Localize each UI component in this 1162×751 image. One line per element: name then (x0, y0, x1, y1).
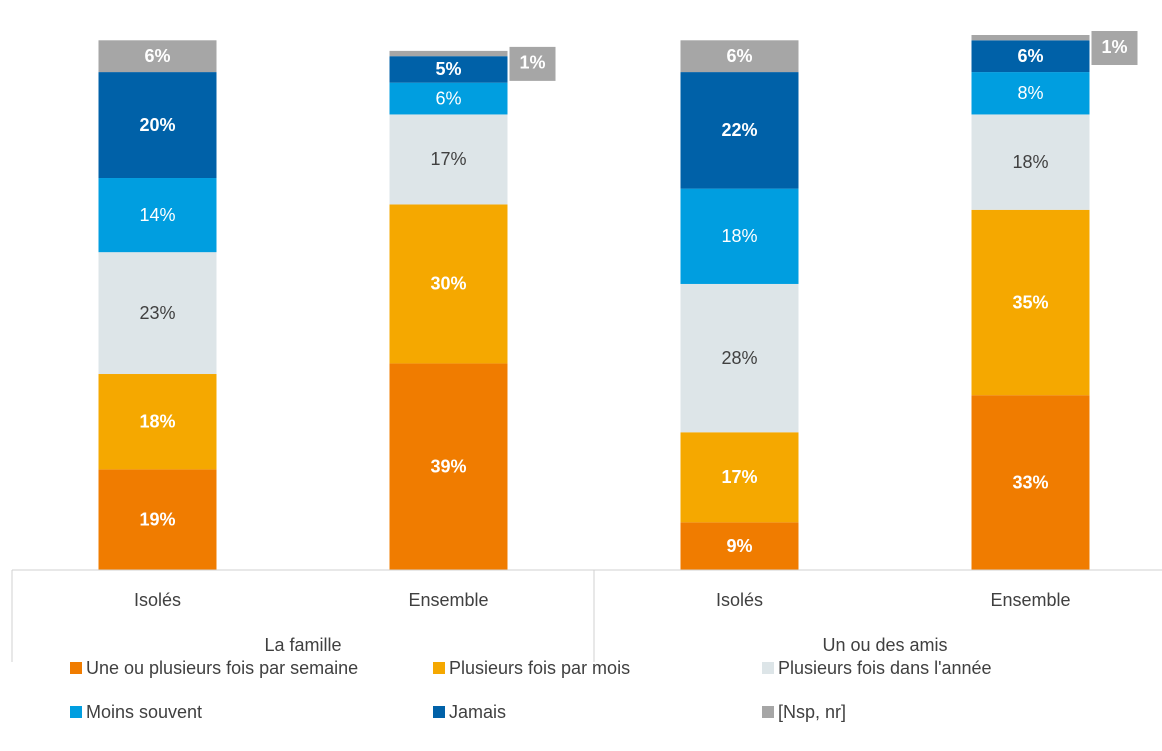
data-label: 8% (1017, 83, 1043, 103)
data-label: 20% (139, 115, 175, 135)
bar-segment (98, 469, 217, 570)
bar-segment (680, 522, 799, 570)
data-label: 6% (1017, 46, 1043, 66)
data-label: 22% (721, 120, 757, 140)
data-label: 19% (139, 509, 175, 529)
data-label: 18% (1012, 152, 1048, 172)
bar-segment (971, 209, 1090, 396)
x-tick-label: Isolés (716, 590, 763, 610)
data-label: 14% (139, 205, 175, 225)
data-label: 28% (721, 348, 757, 368)
data-label: 39% (430, 456, 466, 476)
legend-label: Plusieurs fois par mois (449, 658, 630, 678)
legend-swatch (762, 662, 774, 674)
legend-swatch (70, 706, 82, 718)
x-tick-label: Ensemble (408, 590, 488, 610)
legend-label: [Nsp, nr] (778, 702, 846, 722)
bar-segment (680, 188, 799, 284)
legend-swatch (433, 662, 445, 674)
x-tick-label: Ensemble (990, 590, 1070, 610)
bar-segment (971, 395, 1090, 570)
legend-label: Moins souvent (86, 702, 202, 722)
bar-segment (389, 50, 508, 57)
bar-segment (680, 432, 799, 523)
legend-label: Une ou plusieurs fois par semaine (86, 658, 358, 678)
bar-segment (389, 363, 508, 570)
data-label: 1% (519, 53, 545, 73)
bar-segment (389, 56, 508, 83)
data-label: 17% (721, 467, 757, 487)
data-label: 6% (435, 88, 461, 108)
data-label: 17% (430, 149, 466, 169)
data-label: 23% (139, 303, 175, 323)
data-label: 18% (721, 226, 757, 246)
bar-segment (389, 114, 508, 205)
bar-segment (971, 35, 1090, 41)
bar-segment (389, 82, 508, 115)
bar-segment (98, 72, 217, 179)
legend-swatch (762, 706, 774, 718)
data-label: 30% (430, 274, 466, 294)
data-label-box (509, 46, 556, 81)
group-label: Un ou des amis (822, 635, 947, 655)
legend-label: Plusieurs fois dans l'année (778, 658, 992, 678)
bar-segment (971, 72, 1090, 115)
bar-segment (98, 374, 217, 470)
legend-swatch (433, 706, 445, 718)
bar-segment (680, 283, 799, 433)
legend-label: Jamais (449, 702, 506, 722)
bar-segment (98, 178, 217, 253)
data-label: 33% (1012, 472, 1048, 492)
bar-segment (98, 40, 217, 73)
bar-segment (389, 204, 508, 364)
data-label: 6% (726, 46, 752, 66)
data-label: 35% (1012, 292, 1048, 312)
data-label: 6% (144, 46, 170, 66)
legend-swatch (70, 662, 82, 674)
bar-segment (971, 40, 1090, 73)
data-label: 1% (1101, 37, 1127, 57)
data-label: 9% (726, 536, 752, 556)
data-label: 5% (435, 59, 461, 79)
data-label: 18% (139, 411, 175, 431)
x-tick-label: Isolés (134, 590, 181, 610)
bar-segment (680, 40, 799, 73)
bar-segment (971, 114, 1090, 210)
data-label-box (1091, 31, 1138, 65)
bar-segment (680, 72, 799, 189)
bar-segment (98, 252, 217, 375)
group-label: La famille (264, 635, 341, 655)
